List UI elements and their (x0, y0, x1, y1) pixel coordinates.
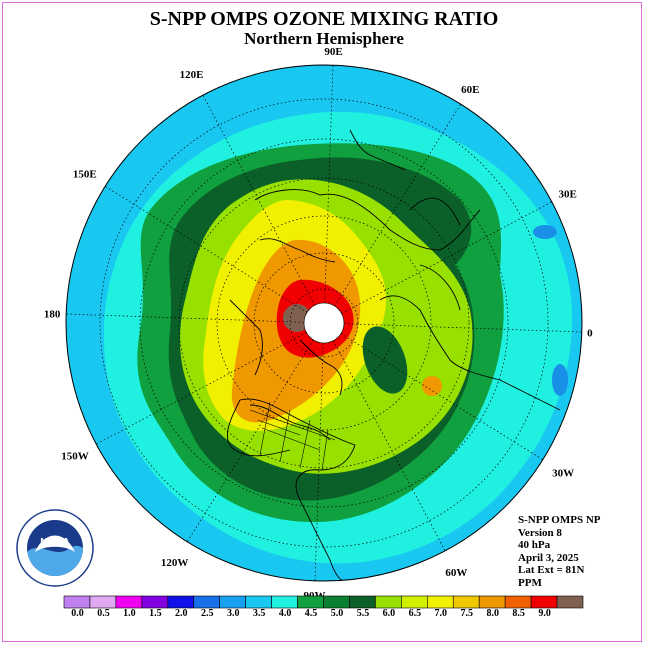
longitude-label: 150W (61, 450, 89, 462)
coastlines (226, 129, 561, 581)
info-panel: S-NPP OMPS NP Version 8 40 hPa April 3, … (518, 514, 601, 589)
colorbar-tick-label: 9.0 (538, 608, 551, 619)
colorbar-tick-label: 3.5 (252, 608, 266, 619)
colorbar-tick-label: 8.0 (486, 608, 499, 619)
colorbar-tick-label: 6.5 (408, 608, 422, 619)
pressure-level-label: 40 hPa (518, 539, 551, 551)
colorbar-tick-label: 2.5 (200, 608, 214, 619)
image-frame (2, 2, 642, 642)
noaa-logo: NOAA (16, 509, 94, 587)
chart-title: S-NPP OMPS OZONE MIXING RATIO (149, 8, 499, 30)
longitude-label: 30W (552, 467, 574, 479)
colorbar-tick-label: 6.0 (382, 608, 396, 619)
colorbar-tick-label: 2.0 (175, 608, 188, 619)
longitude-label: 60E (461, 84, 479, 96)
version-label: Version 8 (518, 526, 562, 539)
instrument-label: S-NPP OMPS NP (518, 514, 601, 526)
colorbar-tick-label: 5.0 (330, 608, 344, 619)
longitude-label: 30E (559, 188, 577, 200)
colorbar-tick-label: 3.0 (226, 608, 240, 619)
colorbar-tick-label: 4.0 (278, 608, 292, 619)
longitude-label: 180 (44, 309, 61, 321)
colorbar-tick-label: 0.0 (71, 608, 84, 619)
colorbar-tick-label: 4.5 (304, 608, 318, 619)
colorbar-tick-label: 8.5 (512, 608, 525, 619)
field-blue-spot (552, 364, 568, 396)
longitude-label: 150E (73, 169, 97, 181)
us-state-lines (249, 401, 336, 471)
polar-data-gap (303, 302, 345, 344)
longitude-label: 90W (304, 590, 326, 602)
field-low-pocket (362, 326, 408, 394)
field-orange-spot (422, 376, 442, 396)
field-blue-spot (533, 225, 557, 239)
colorbar-tick-label: 7.0 (434, 608, 448, 619)
colorbar-tick-label: 1.5 (149, 608, 162, 619)
colorbar-tick-label: 7.5 (460, 608, 473, 619)
longitude-label: 60W (445, 567, 467, 579)
units-label: PPM (518, 576, 542, 589)
colorbar-tick-label: 0.5 (97, 608, 110, 619)
longitude-label: 0 (587, 327, 593, 339)
date-label: April 3, 2025 (518, 551, 579, 564)
longitude-label: 90E (324, 46, 342, 58)
map-border (65, 64, 583, 582)
colorbar-tick-label: 5.5 (356, 608, 370, 619)
colorbar-tick-label: 1.0 (123, 608, 136, 619)
lat-extent-label: Lat Ext = 81N (518, 564, 585, 576)
chart-subtitle: Northern Hemisphere (244, 29, 404, 48)
noaa-logo-text: NOAA (40, 537, 69, 548)
longitude-label: 120W (161, 557, 189, 569)
longitude-label: 120E (180, 69, 204, 81)
graticule (99, 98, 549, 548)
